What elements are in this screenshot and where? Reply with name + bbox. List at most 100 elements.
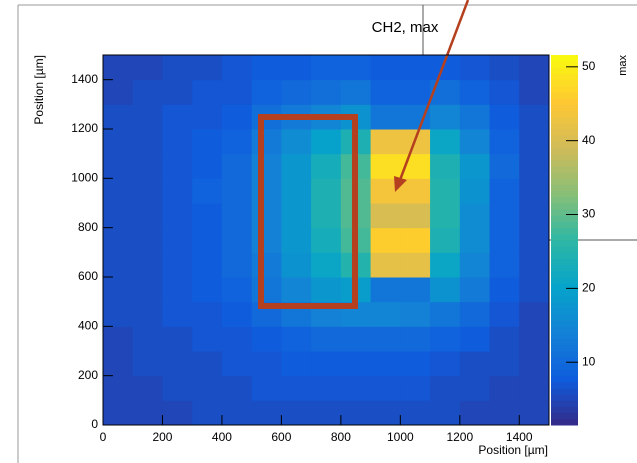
heatmap-cell xyxy=(311,203,342,229)
heatmap-cell xyxy=(430,252,461,278)
colorbar-segment xyxy=(551,369,578,377)
y-tick-label: 0 xyxy=(91,417,98,431)
heatmap-cell xyxy=(400,301,431,327)
heatmap-cell xyxy=(370,55,401,81)
heatmap-cell xyxy=(311,326,342,352)
heatmap-cell xyxy=(519,252,550,278)
heatmap-cell xyxy=(311,351,342,377)
heatmap-cell xyxy=(192,129,223,155)
heatmap-cell xyxy=(519,227,550,253)
heatmap-cell xyxy=(489,252,520,278)
x-axis-label: Position [µm] xyxy=(478,443,548,457)
heatmap-cell xyxy=(400,400,431,426)
heatmap-cell xyxy=(251,203,282,229)
heatmap-cell xyxy=(400,252,431,278)
heatmap-cell xyxy=(221,79,253,105)
heatmap-cell xyxy=(459,55,491,81)
colorbar-segment xyxy=(551,190,578,198)
colorbar-segment xyxy=(551,129,578,136)
heatmap-cell xyxy=(430,400,461,426)
heatmap-cell xyxy=(162,351,193,377)
heatmap-cell xyxy=(162,400,193,426)
y-tick-label: 1200 xyxy=(71,121,98,135)
heatmap-cell xyxy=(281,129,312,155)
heatmap-cell xyxy=(221,227,253,253)
colorbar-segment xyxy=(551,412,578,420)
heatmap-cell xyxy=(400,326,431,352)
colorbar-segment xyxy=(551,135,578,142)
heatmap-cell xyxy=(519,79,550,105)
heatmap-cell xyxy=(132,153,163,179)
highlight-box xyxy=(258,114,358,309)
heatmap-cell xyxy=(340,55,372,81)
colorbar-label: max xyxy=(617,55,629,76)
heatmap-cell xyxy=(459,203,491,229)
heatmap-cell xyxy=(132,326,163,352)
heatmap-cell xyxy=(489,104,520,130)
x-tick-label: 400 xyxy=(212,430,232,444)
heatmap-cell xyxy=(400,79,431,105)
colorbar-tick-label: 10 xyxy=(582,354,596,368)
colorbar-segment xyxy=(551,363,578,370)
heatmap-cell xyxy=(132,104,163,130)
colorbar-segment xyxy=(551,301,578,309)
heatmap-cell xyxy=(311,153,342,179)
colorbar-segment xyxy=(551,227,578,235)
heatmap-cell xyxy=(311,375,342,401)
x-tick-label: 1000 xyxy=(387,430,414,444)
heatmap-cell xyxy=(370,375,401,401)
heatmap-cell xyxy=(192,301,223,327)
heatmap-cell xyxy=(281,351,312,377)
colorbar-segment xyxy=(551,264,578,272)
heatmap-cell xyxy=(192,79,223,105)
heatmap-cell xyxy=(340,351,372,377)
heatmap-cell xyxy=(192,104,223,130)
heatmap-cell xyxy=(459,129,491,155)
y-axis-label: Position [µm] xyxy=(32,55,46,125)
heatmap-cell xyxy=(519,153,550,179)
heatmap-cell xyxy=(281,55,312,81)
heatmap-cell xyxy=(459,301,491,327)
colorbar-segment xyxy=(551,196,578,204)
heatmap-cell xyxy=(519,400,550,426)
heatmap-cell xyxy=(103,178,134,204)
heatmap-cell xyxy=(430,203,461,229)
heatmap-cell xyxy=(221,400,253,426)
heatmap-cell xyxy=(370,227,401,253)
heatmap-cell xyxy=(370,252,401,278)
colorbar-segment xyxy=(551,98,578,105)
heatmap-cell xyxy=(370,129,401,155)
annotations xyxy=(258,0,470,309)
arrow-head xyxy=(394,176,407,192)
heatmap-cell xyxy=(103,301,134,327)
colorbar-tick-label: 20 xyxy=(582,281,596,295)
heatmap-cell xyxy=(340,326,372,352)
heatmap-cell xyxy=(370,351,401,377)
heatmap-cell xyxy=(519,178,550,204)
heatmap-cell xyxy=(370,203,401,229)
heatmap-cell xyxy=(519,104,550,130)
heatmap-cell xyxy=(251,375,282,401)
y-tick-label: 400 xyxy=(78,319,98,333)
colorbar-segment xyxy=(551,307,578,315)
heatmap xyxy=(103,55,550,426)
heatmap-cell xyxy=(162,227,193,253)
colorbar-segment xyxy=(551,61,578,68)
heatmap-cell xyxy=(132,79,163,105)
x-tick-label: 1400 xyxy=(506,430,533,444)
heatmap-cell xyxy=(370,326,401,352)
colorbar-segment xyxy=(551,381,578,389)
heatmap-cell xyxy=(519,203,550,229)
heatmap-cell xyxy=(132,178,163,204)
heatmap-cell xyxy=(489,178,520,204)
heatmap-cell xyxy=(103,277,134,303)
heatmap-cell xyxy=(192,55,223,81)
heatmap-cell xyxy=(162,55,193,81)
colorbar-segment xyxy=(551,289,578,296)
heatmap-cell xyxy=(430,351,461,377)
heatmap-cell xyxy=(162,153,193,179)
y-tick-label: 800 xyxy=(78,220,98,234)
colorbar-segment xyxy=(551,203,578,210)
colorbar-segment xyxy=(551,320,578,327)
colorbar-segment xyxy=(551,375,578,383)
